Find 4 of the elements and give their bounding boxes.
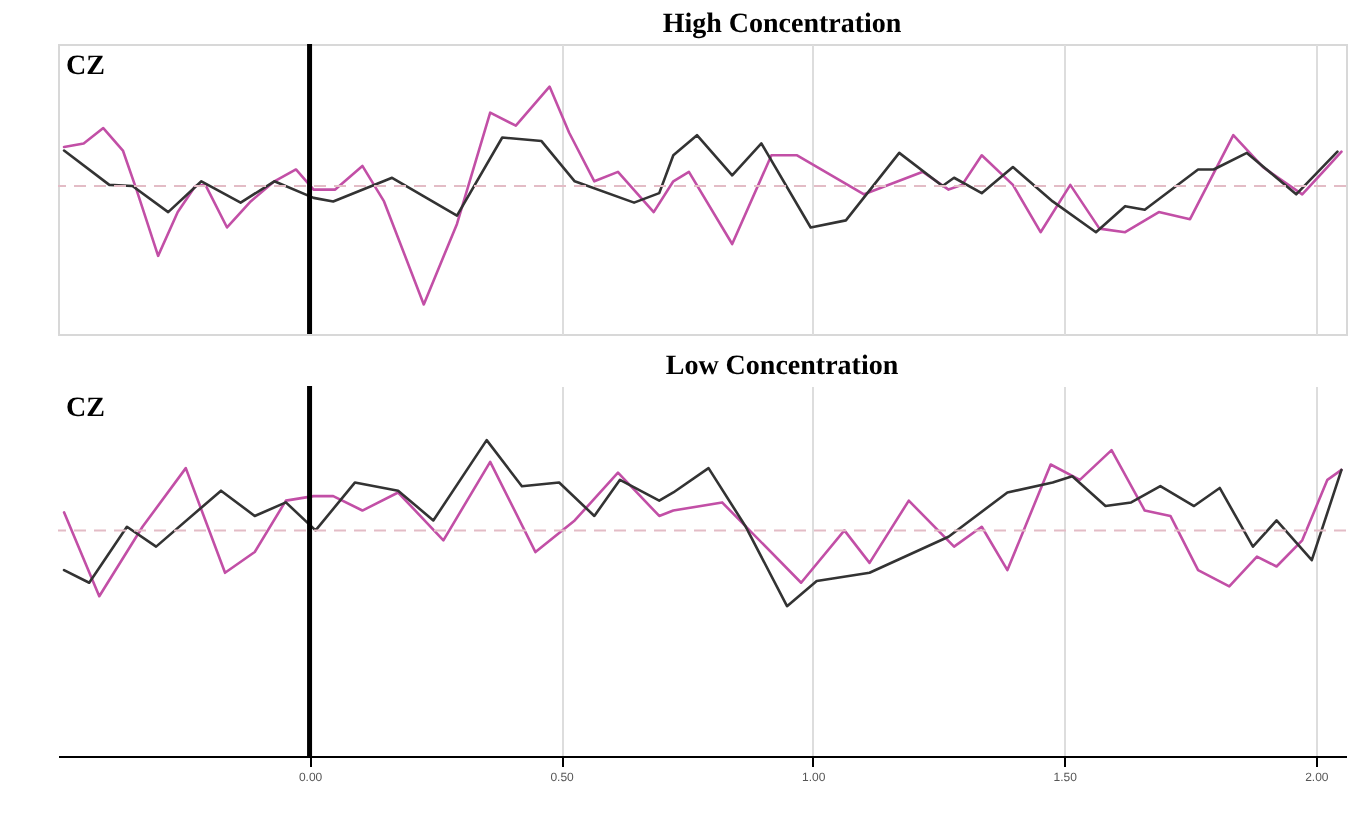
text: CZ xyxy=(66,52,105,82)
chart-title: Low Concentration xyxy=(665,351,899,382)
text: CZ xyxy=(66,394,105,424)
chart-title: High Concentration xyxy=(662,9,902,40)
